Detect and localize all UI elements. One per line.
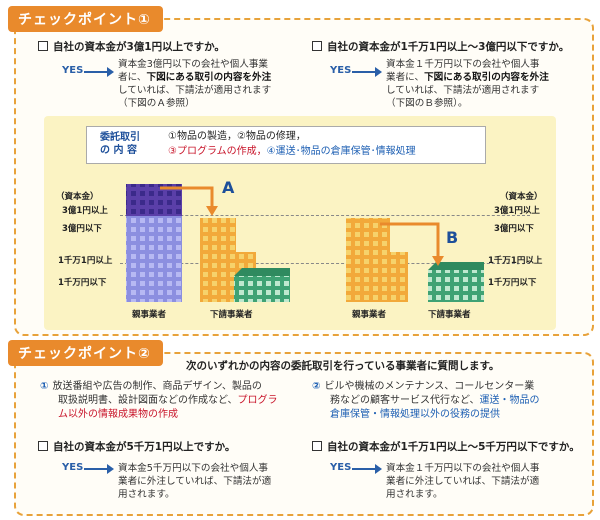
right-arrow-icon xyxy=(352,67,382,77)
capital-label-right: （資本金） xyxy=(500,192,543,202)
cp2-right-question: 自社の資本金が1千万1円以上〜5千万円以下ですか。 xyxy=(312,440,580,454)
right-arrow-icon xyxy=(84,464,114,474)
checkbox-icon[interactable] xyxy=(312,441,322,451)
label-a: A xyxy=(222,178,235,197)
level-label-right-2: 3億円以下 xyxy=(494,224,534,234)
right-arrow-icon xyxy=(352,464,382,474)
cp1-right-question-text: 自社の資本金が1千万1円以上〜3億円以下ですか。 xyxy=(327,41,570,53)
answer-line: 業者に外注していれば、下請法が適 xyxy=(118,476,272,487)
cp2-left-item: ① 放送番組や広告の制作、商品デザイン、製品の 取扱説明書、設計図面などの作成など… xyxy=(40,380,278,422)
transaction-services: ④運送･物品の倉庫保管･情報処理 xyxy=(266,146,416,157)
label-line: の 内 容 xyxy=(100,145,137,156)
level-label-left-1: 3億1円以上 xyxy=(62,206,108,216)
building-illustration-b xyxy=(346,218,484,302)
capital-label-left: （資本金） xyxy=(56,192,99,202)
item-line: 放送番組や広告の制作、商品デザイン、製品の xyxy=(52,381,262,392)
answer-line: （下図のＡ参照） xyxy=(118,98,195,109)
answer-line-bold: 下図にある取引の内容を外注 xyxy=(424,72,549,83)
cp2-right-answer: 資本金１千万円以下の会社や個人事 業者に外注していれば、下請法が適 用されます。 xyxy=(386,462,540,501)
label-line: 委託取引 xyxy=(100,132,140,143)
checkbox-icon[interactable] xyxy=(312,41,322,51)
cp2-subtitle: 次のいずれかの内容の委託取引を行っている事業者に質問します。 xyxy=(186,360,500,372)
level-label-left-2: 3億円以下 xyxy=(62,224,102,234)
item-number: ① xyxy=(40,381,49,392)
transaction-content-label: 委託取引 の 内 容 xyxy=(100,131,140,157)
label-b: B xyxy=(446,228,459,247)
answer-line: 業者に外注していれば、下請法が適 xyxy=(386,476,540,487)
level-label-left-3: 1千万1円以上 xyxy=(58,256,113,266)
sub-label-right: 下請事業者 xyxy=(428,310,471,320)
level-label-left-4: 1千万円以下 xyxy=(58,278,107,288)
transaction-line-2: ③プログラムの作成，④運送･物品の倉庫保管･情報処理 xyxy=(168,144,416,159)
answer-line: 資本金3億円以下の会社や個人事業 xyxy=(118,59,269,70)
cp2-left-question-text: 自社の資本金が5千万1円以上ですか。 xyxy=(53,441,236,453)
cp2-left-yes: YES xyxy=(62,462,84,473)
building-illustration-a xyxy=(126,184,290,302)
transaction-program: ③プログラムの作成， xyxy=(168,146,267,157)
cp1-left-yes: YES xyxy=(62,65,84,76)
item-number: ② xyxy=(312,381,321,392)
level-label-right-1: 3億1円以上 xyxy=(494,206,540,216)
answer-line: 用されます。 xyxy=(118,489,175,500)
answer-line: 業者に、 xyxy=(386,72,425,83)
answer-line: 資本金１千万円以下の会社や個人事 xyxy=(386,59,540,70)
level-line-1 xyxy=(120,215,530,216)
right-arrow-icon xyxy=(84,67,114,77)
item-line: ビルや機械のメンテナンス、コールセンター業 xyxy=(324,381,535,392)
answer-line-bold: 下図にある取引の内容を外注 xyxy=(146,72,272,83)
level-label-right-3: 1千万1円以上 xyxy=(488,256,543,266)
parent-label-right: 親事業者 xyxy=(352,310,387,320)
item-line-blue: 運送・物品の xyxy=(479,395,540,406)
cp1-right-answer: 資本金１千万円以下の会社や個人事 業者に、下図にある取引の内容を外注 していれば… xyxy=(386,58,549,110)
checkbox-icon[interactable] xyxy=(38,441,48,451)
sub-label-left: 下請事業者 xyxy=(210,310,253,320)
level-label-right-4: 1千万円以下 xyxy=(488,278,537,288)
cp2-left-question: 自社の資本金が5千万1円以上ですか。 xyxy=(38,440,235,454)
transaction-content-box xyxy=(86,126,486,164)
cp2-right-yes: YES xyxy=(330,462,352,473)
level-line-2 xyxy=(120,263,530,264)
answer-line: 資本金5千万円以下の会社や個人事 xyxy=(118,463,269,474)
cp1-left-question-text: 自社の資本金が3億1円以上ですか。 xyxy=(53,41,225,53)
item-line-blue: 倉庫保管・情報処理以外の役務の提供 xyxy=(330,409,500,420)
answer-line: （下図のＢ参照）。 xyxy=(386,98,468,109)
item-line: 務などの顧客サービス代行など、 xyxy=(330,395,480,406)
cp1-left-answer: 資本金3億円以下の会社や個人事業 者に、下図にある取引の内容を外注 していれば、… xyxy=(118,58,271,110)
answer-line: 資本金１千万円以下の会社や個人事 xyxy=(386,463,540,474)
answer-line: 者に、 xyxy=(118,72,147,83)
parent-label-left: 親事業者 xyxy=(132,310,167,320)
item-line-red: ム以外の情報成果物の作成 xyxy=(58,409,178,420)
checkbox-icon[interactable] xyxy=(38,41,48,51)
cp2-right-item: ② ビルや機械のメンテナンス、コールセンター業 務などの顧客サービス代行など、運送… xyxy=(312,380,540,422)
transaction-line-1: ①物品の製造，②物品の修理， xyxy=(168,131,306,142)
item-line-red: プログラ xyxy=(237,395,278,406)
cp2-left-answer: 資本金5千万円以下の会社や個人事 業者に外注していれば、下請法が適 用されます。 xyxy=(118,462,271,501)
checkpoint1-tab: チェックポイント① xyxy=(8,6,163,32)
checkpoint2-frame xyxy=(14,352,594,516)
item-line: 取扱説明書、設計図面などの作成など、 xyxy=(58,395,238,406)
checkpoint2-tab: チェックポイント② xyxy=(8,340,163,366)
answer-line: 用されます。 xyxy=(386,489,443,500)
cp2-right-question-text: 自社の資本金が1千万1円以上〜5千万円以下ですか。 xyxy=(327,441,580,453)
cp1-right-question: 自社の資本金が1千万1円以上〜3億円以下ですか。 xyxy=(312,40,569,54)
answer-line: していれば、下請法が適用されます xyxy=(118,85,272,96)
cp1-left-question: 自社の資本金が3億1円以上ですか。 xyxy=(38,40,225,54)
cp1-right-yes: YES xyxy=(330,65,352,76)
answer-line: していれば、下請法が適用されます xyxy=(386,85,540,96)
